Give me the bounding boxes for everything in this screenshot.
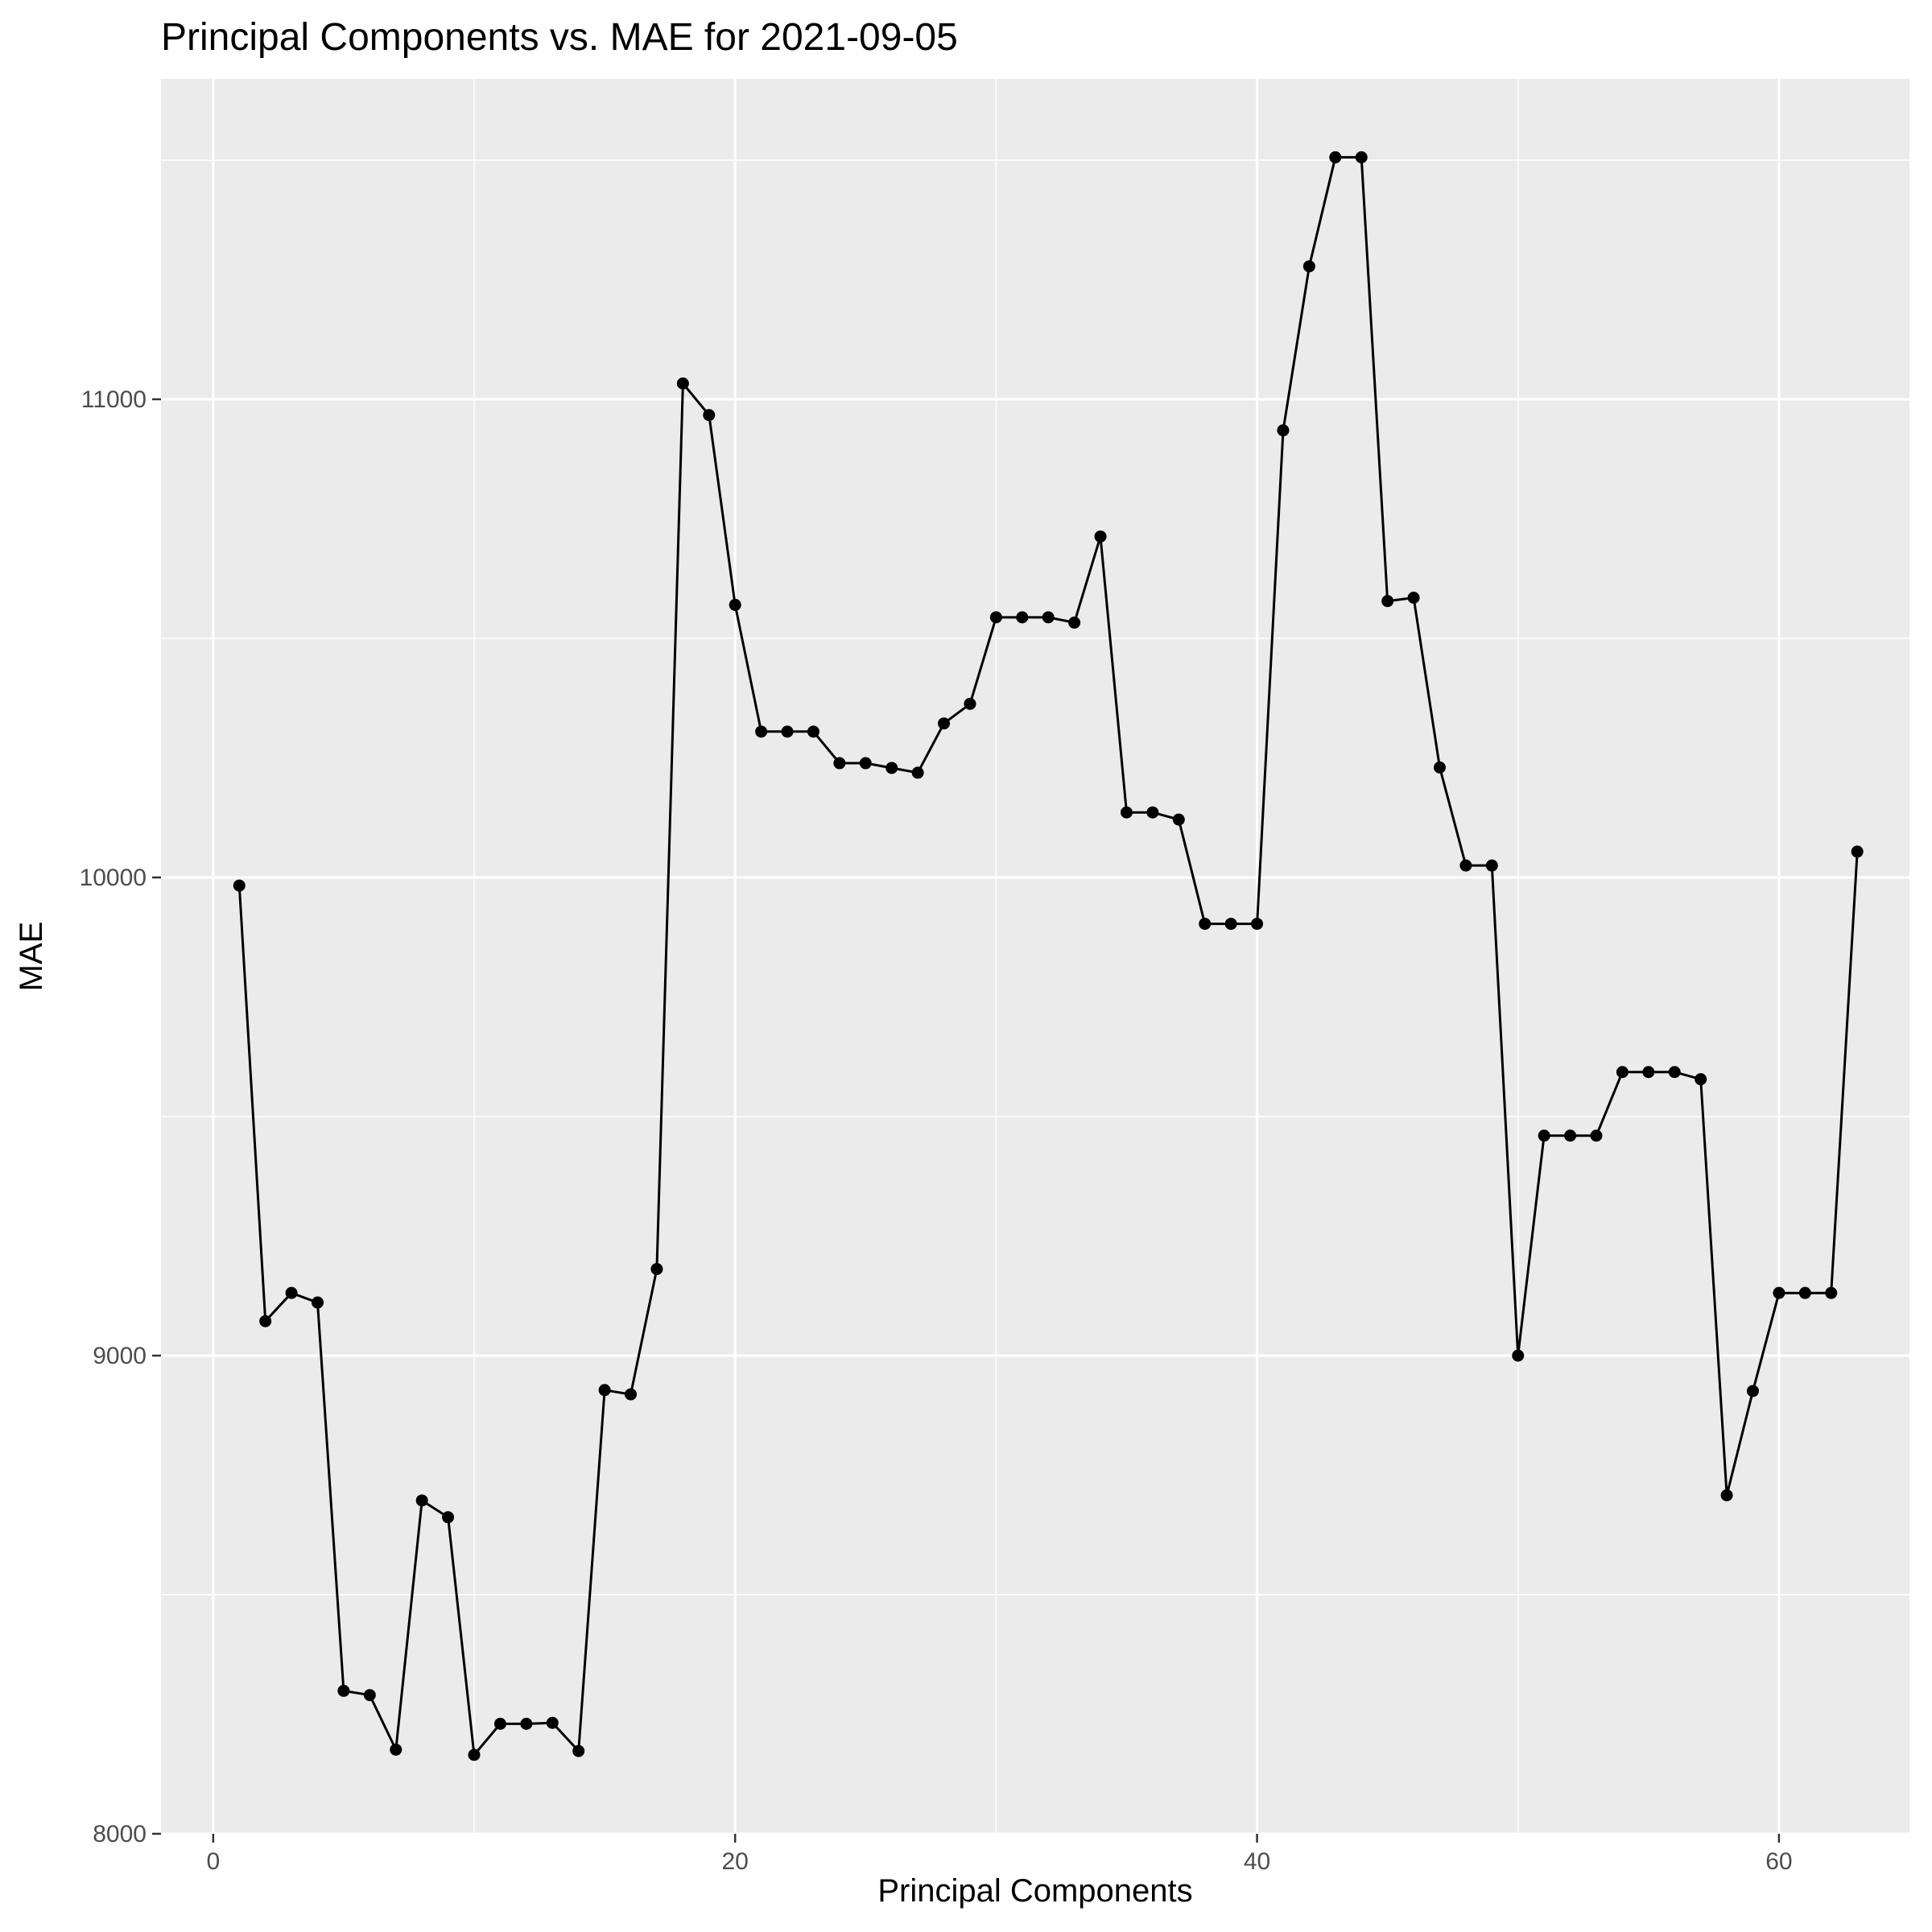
plot-panel [161, 79, 1909, 1834]
data-point [1146, 806, 1159, 819]
data-point [1068, 616, 1081, 629]
data-point [520, 1717, 533, 1730]
y-tick-label: 11000 [81, 386, 147, 413]
data-point [1564, 1129, 1577, 1142]
data-point [807, 725, 819, 738]
data-point [442, 1511, 455, 1524]
data-point [1720, 1488, 1733, 1501]
data-point [312, 1296, 324, 1309]
x-tick-label: 0 [206, 1848, 220, 1875]
data-point [1381, 595, 1394, 608]
y-tick-label: 10000 [80, 865, 147, 891]
data-point [572, 1744, 585, 1757]
data-point [886, 762, 898, 774]
data-point [285, 1286, 298, 1299]
data-point [363, 1689, 376, 1702]
y-tick-labels: 8000 9000 10000 11000 [80, 386, 147, 1847]
data-point [493, 1717, 506, 1730]
data-point [729, 598, 741, 611]
data-point [859, 757, 872, 770]
data-point [1329, 151, 1342, 163]
data-point [1433, 761, 1446, 774]
x-axis-title: Principal Components [877, 1873, 1192, 1909]
data-point [1407, 591, 1420, 604]
x-tick-label: 60 [1765, 1848, 1792, 1875]
y-tick-label: 9000 [93, 1343, 147, 1369]
data-point [755, 725, 768, 738]
data-point [259, 1315, 272, 1327]
data-point [1851, 845, 1864, 858]
data-point [1538, 1129, 1550, 1142]
data-point [650, 1262, 663, 1275]
data-point [1668, 1066, 1681, 1079]
x-tick-labels: 0 20 40 60 [206, 1848, 1792, 1875]
data-point [1695, 1073, 1707, 1086]
data-point [625, 1388, 638, 1401]
data-point [1798, 1286, 1811, 1299]
data-point [703, 409, 716, 422]
x-tick-label: 20 [722, 1848, 749, 1875]
data-point [1512, 1349, 1525, 1362]
data-point [1120, 806, 1133, 819]
data-point [1224, 918, 1237, 931]
data-point [546, 1716, 559, 1729]
data-point [989, 611, 1002, 624]
data-point [337, 1684, 350, 1697]
data-point [1042, 611, 1055, 624]
data-point [415, 1494, 428, 1507]
data-point [964, 697, 976, 710]
x-tick-label: 40 [1244, 1848, 1270, 1875]
axis-ticks [152, 398, 1781, 1843]
y-axis-title: MAE [14, 922, 49, 992]
data-point [1485, 859, 1498, 872]
data-point [468, 1748, 481, 1761]
data-point [1746, 1385, 1759, 1397]
data-point [676, 377, 689, 390]
data-point [598, 1384, 611, 1397]
data-point [938, 717, 951, 730]
data-point [1016, 611, 1029, 624]
data-point [390, 1743, 402, 1756]
data-point [1277, 424, 1290, 437]
data-point [1251, 918, 1264, 931]
grid-major [161, 79, 1909, 1835]
data-point [1094, 530, 1107, 543]
grid-minor [161, 79, 1909, 1834]
data-point [1459, 859, 1472, 872]
data-point [1172, 813, 1185, 826]
data-point [1302, 260, 1315, 273]
data-point [911, 766, 924, 779]
series-points [233, 151, 1864, 1761]
data-point [1355, 151, 1368, 163]
data-point [1773, 1286, 1785, 1299]
data-point [833, 757, 846, 770]
data-point [1199, 918, 1212, 931]
data-point [1642, 1066, 1655, 1079]
data-point [1825, 1286, 1838, 1299]
data-point [1616, 1066, 1629, 1079]
data-point [781, 725, 794, 738]
data-point [233, 879, 246, 892]
y-tick-label: 8000 [93, 1821, 147, 1847]
chart-title: Principal Components vs. MAE for 2021-09… [161, 16, 958, 59]
data-point [1590, 1129, 1603, 1142]
